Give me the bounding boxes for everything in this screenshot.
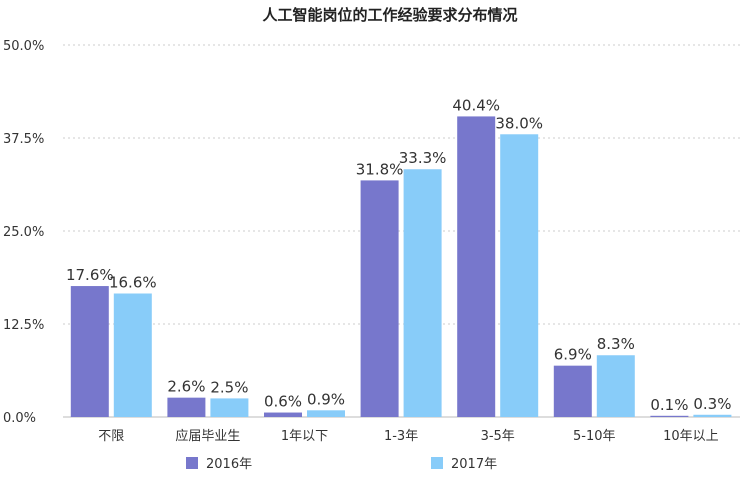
- data-label: 0.1%: [650, 396, 688, 414]
- watermark-text: 头条 @多智时代: [614, 454, 724, 472]
- bar-series1: [360, 180, 399, 417]
- x-tick-label: 5-10年: [573, 429, 616, 444]
- bar-series2: [500, 134, 539, 417]
- bar-series2: [113, 293, 152, 417]
- chart-title: 人工智能岗位的工作经验要求分布情况: [262, 6, 517, 24]
- legend-label: 2016年: [206, 457, 252, 472]
- data-label: 2.6%: [167, 378, 205, 396]
- data-label: 8.3%: [597, 335, 635, 353]
- data-labels: 17.6%16.6% 2.6% 2.5% 0.6% 0.9% 31.8%33.3% 40.4…: [66, 96, 731, 413]
- legend-label: 2017年: [451, 457, 497, 472]
- x-tick-label: 1-3年: [384, 429, 418, 444]
- bar-series1: [553, 365, 592, 417]
- y-tick-label: 25.0%: [3, 225, 44, 240]
- bar-series2: [210, 398, 249, 417]
- x-tick-label: 1年以下: [281, 429, 328, 444]
- bar-series2: [693, 414, 732, 417]
- bar-series1: [70, 286, 109, 417]
- legend-swatch: [186, 457, 198, 469]
- data-label: 17.6%: [66, 266, 114, 284]
- data-label: 6.9%: [554, 346, 592, 364]
- bar-series1: [457, 116, 496, 417]
- x-tick-label: 应届毕业生: [175, 428, 240, 444]
- y-tick-label: 50.0%: [3, 39, 44, 54]
- gridlines: [63, 44, 740, 418]
- x-tick-label: 10年以上: [663, 429, 719, 444]
- bar-series1: [650, 415, 689, 417]
- x-tick-label: 不限: [98, 429, 124, 444]
- y-tick-label: 37.5%: [3, 132, 44, 147]
- data-label: 0.6%: [264, 393, 302, 411]
- data-label: 2.5%: [210, 378, 248, 396]
- bar-series2: [307, 410, 345, 417]
- y-tick-label: 0.0%: [3, 411, 36, 426]
- bar-series1: [264, 412, 302, 417]
- data-label: 0.3%: [693, 395, 731, 413]
- data-label: 40.4%: [452, 96, 500, 114]
- data-label: 16.6%: [109, 273, 157, 291]
- x-tick-label: 3-5年: [481, 429, 515, 444]
- y-axis: 0.0% 12.5% 25.0% 37.5% 50.0%: [3, 39, 44, 426]
- bar-series1: [167, 397, 206, 417]
- y-tick-label: 12.5%: [3, 318, 44, 333]
- data-label: 31.8%: [356, 160, 404, 178]
- data-label: 38.0%: [495, 114, 543, 132]
- legend: 2016年 2017年: [186, 457, 497, 472]
- legend-swatch: [431, 457, 443, 469]
- x-axis: 不限 应届毕业生 1年以下 1-3年 3-5年 5-10年 10年以上: [98, 428, 718, 444]
- data-label: 0.9%: [307, 390, 345, 408]
- bars: [70, 116, 732, 417]
- data-label: 33.3%: [399, 149, 447, 167]
- bar-series2: [403, 169, 442, 417]
- bar-series2: [596, 355, 635, 417]
